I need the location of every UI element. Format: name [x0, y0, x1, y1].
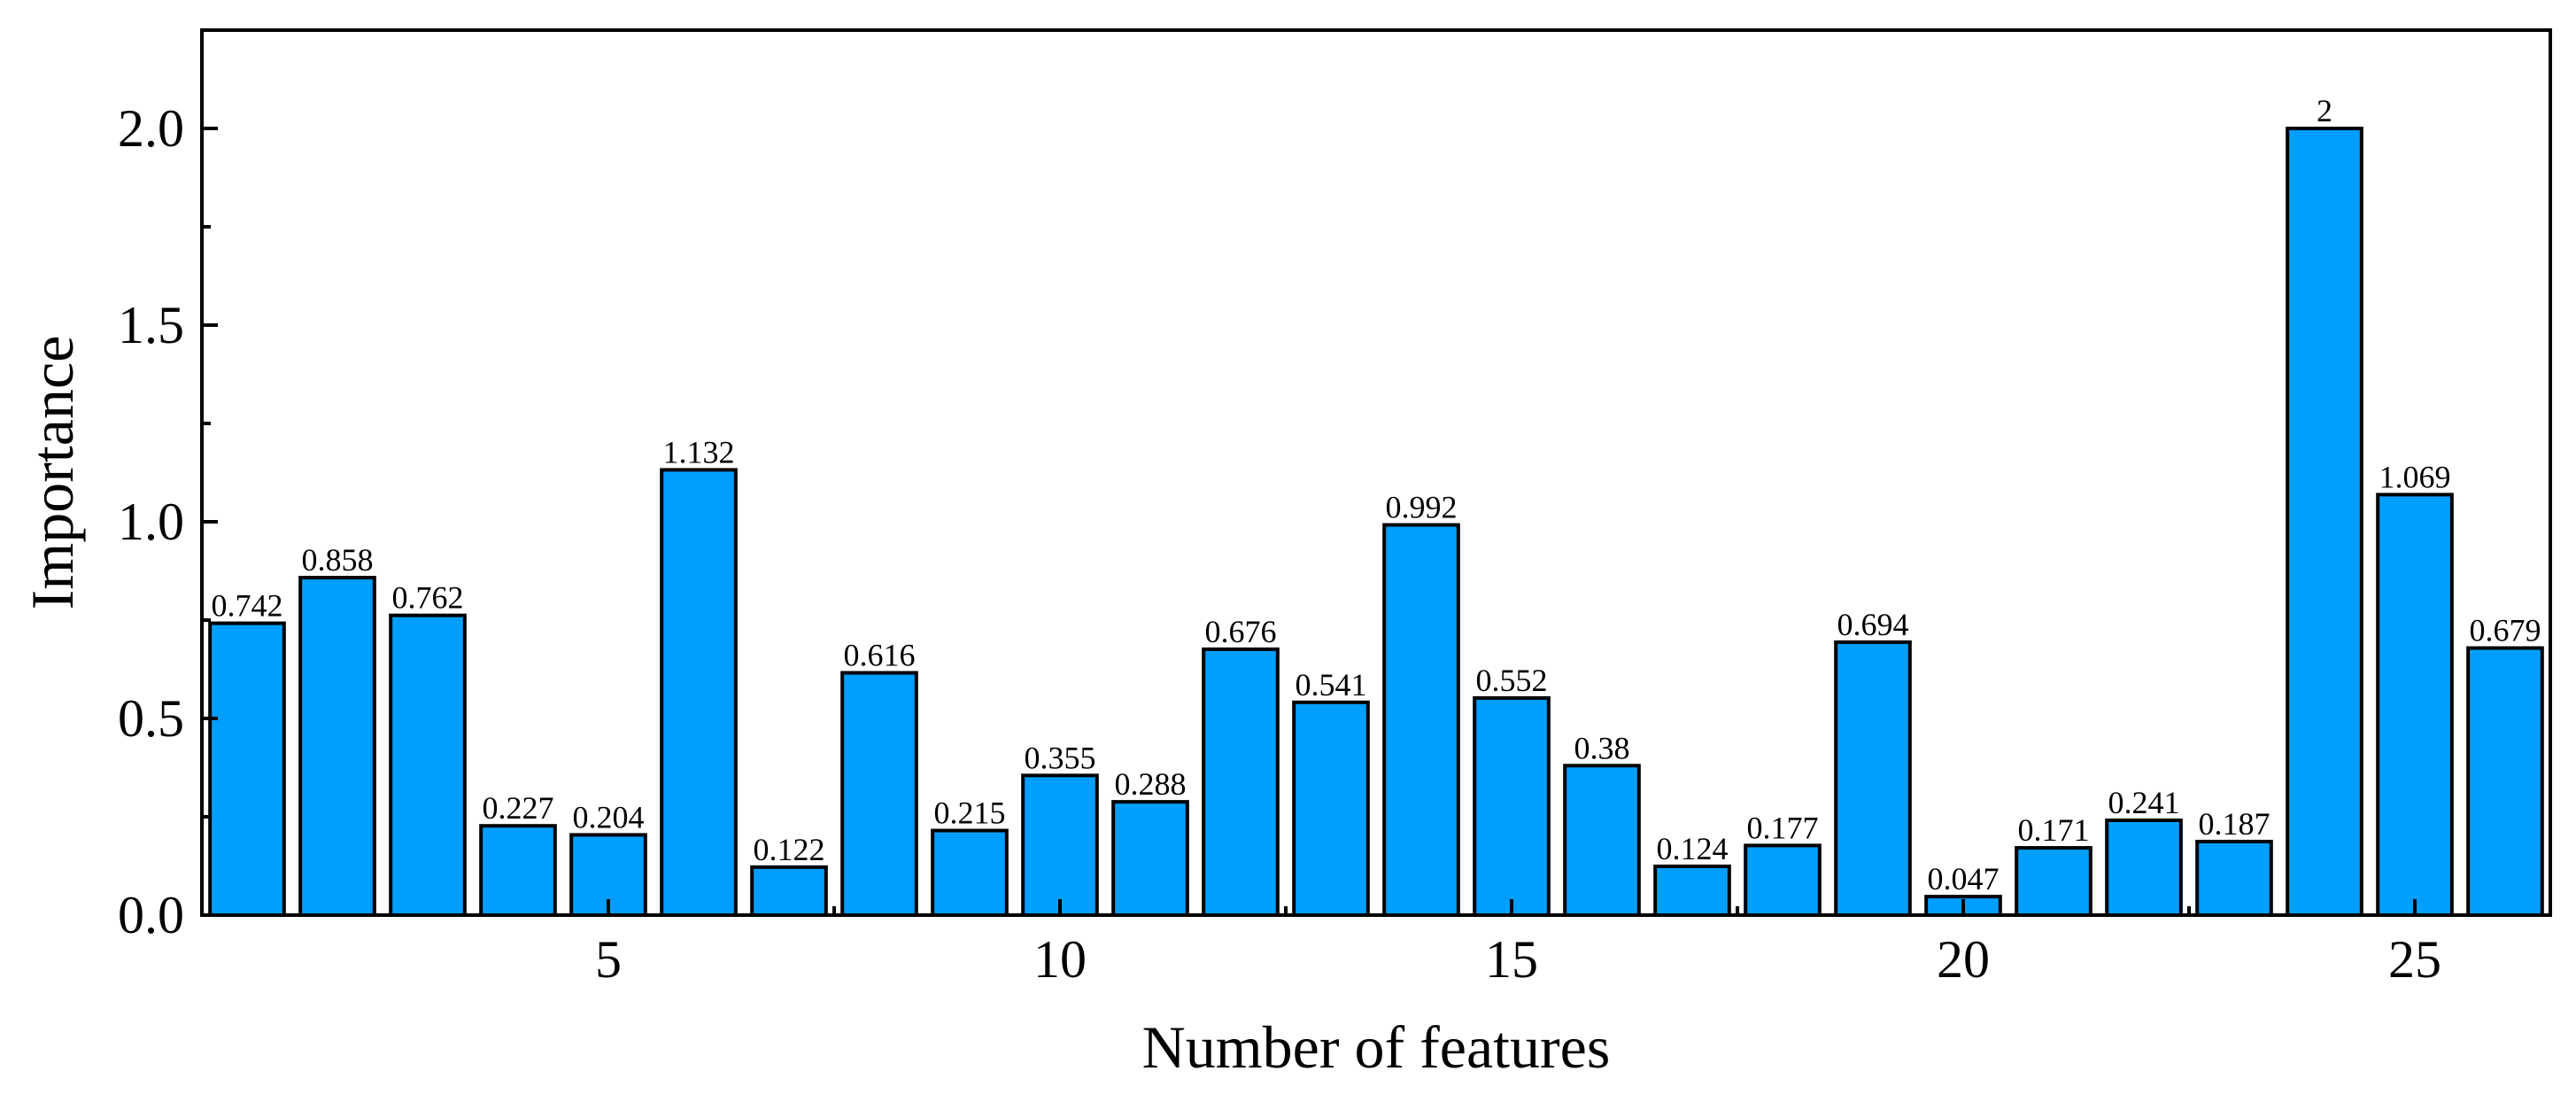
- y-axis: 0.0 0.5 1.0 1.5 2.0: [118, 99, 218, 944]
- bars-layer: [208, 127, 2544, 918]
- bar-11: [1111, 800, 1189, 917]
- bar-14: [1382, 523, 1460, 917]
- bar-value-label-8: 0.616: [844, 637, 916, 672]
- bar-value-label-3: 0.762: [392, 580, 464, 616]
- bar-value-label-23: 0.187: [2199, 806, 2270, 842]
- bar-18: [1744, 843, 1822, 917]
- bar-21: [2015, 846, 2093, 917]
- bar-3: [389, 613, 467, 917]
- bar-24: [2286, 127, 2363, 917]
- bar-23: [2195, 839, 2273, 917]
- bar-4: [479, 824, 557, 917]
- bar-value-label-5: 0.204: [573, 799, 645, 834]
- bar-15: [1473, 695, 1551, 917]
- bar-value-label-6: 1.132: [663, 434, 735, 470]
- x-tick-label: 5: [595, 930, 622, 989]
- bar-26: [2466, 646, 2544, 917]
- bar-value-label-10: 0.355: [1025, 740, 1096, 775]
- bar-9: [931, 828, 1009, 917]
- data-labels-layer: 0.742 0.858 0.762 0.227 0.204 1.132 0.122 0.616…: [212, 93, 2541, 897]
- y-tick-label: 1.5: [118, 296, 184, 354]
- bar-value-label-17: 0.124: [1657, 831, 1729, 866]
- y-tick-label: 1.0: [118, 493, 184, 551]
- bar-value-label-7: 0.122: [754, 832, 825, 867]
- bar-12: [1202, 647, 1280, 918]
- bar-value-label-4: 0.227: [483, 790, 554, 826]
- bar-7: [750, 865, 828, 917]
- x-axis: 5 10 15 20 25: [595, 899, 2441, 989]
- bar-25: [2376, 493, 2454, 917]
- y-axis-title: Importance: [19, 336, 86, 610]
- bar-13: [1292, 700, 1370, 918]
- y-tick-label: 2.0: [118, 99, 184, 158]
- bar-value-label-13: 0.541: [1296, 667, 1367, 702]
- bar-2: [298, 576, 376, 917]
- bar-8: [840, 671, 918, 917]
- bar-value-label-14: 0.992: [1386, 490, 1458, 525]
- bar-value-label-2: 0.858: [302, 542, 374, 578]
- bar-10: [1021, 773, 1099, 917]
- y-tick-label: 0.5: [118, 689, 184, 748]
- bar-22: [2105, 818, 2183, 917]
- bar-value-label-15: 0.552: [1476, 663, 1548, 698]
- x-axis-title: Number of features: [1142, 1013, 1611, 1081]
- bar-value-label-20: 0.047: [1928, 861, 2000, 897]
- plot-frame: [200, 28, 2552, 917]
- bar-value-label-24: 2: [2317, 93, 2332, 128]
- bar-value-label-12: 0.676: [1205, 614, 1277, 649]
- bar-value-label-18: 0.177: [1747, 810, 1819, 845]
- bar-value-label-21: 0.171: [2018, 812, 2090, 848]
- x-tick-label: 20: [1937, 930, 1990, 989]
- bar-value-label-11: 0.288: [1115, 766, 1187, 802]
- x-tick-label: 25: [2388, 930, 2441, 989]
- bar-6: [660, 468, 738, 918]
- bar-17: [1653, 864, 1731, 917]
- x-tick-label: 15: [1485, 930, 1538, 989]
- y-tick-label: 0.0: [118, 886, 184, 944]
- bar-value-label-9: 0.215: [934, 796, 1006, 831]
- bar-value-label-22: 0.241: [2108, 785, 2180, 820]
- bar-19: [1834, 640, 1912, 917]
- bar-value-label-26: 0.679: [2470, 613, 2541, 648]
- bar-1: [208, 621, 286, 917]
- bar-value-label-16: 0.38: [1574, 730, 1630, 765]
- bar-value-label-1: 0.742: [212, 588, 283, 624]
- x-tick-label: 10: [1033, 930, 1087, 989]
- bar-value-label-19: 0.694: [1837, 607, 1909, 642]
- bar-16: [1563, 764, 1641, 918]
- bar-value-label-25: 1.069: [2379, 459, 2451, 494]
